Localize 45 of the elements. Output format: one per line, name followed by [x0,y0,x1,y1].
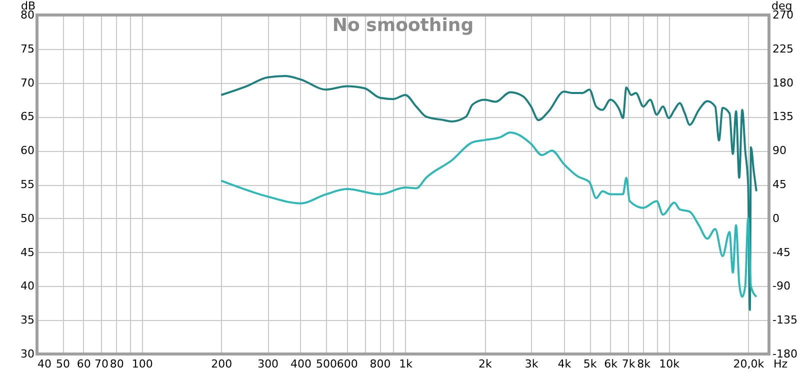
x-tick-label: 300 [258,358,279,370]
y2-tick-label: 180 [772,76,794,90]
x-tick-label: 800 [370,358,391,370]
chart-title: No smoothing [332,15,474,36]
x-tick-label: 40 [38,358,52,370]
y2-tick-label: -135 [772,314,798,327]
y2-tick-label: -45 [772,246,790,259]
x-axis-title: Hz [774,358,788,370]
x-tick-label: 50 [56,358,70,370]
y-tick-label: 80 [20,8,34,22]
y2-tick-label: -90 [772,280,790,293]
x-tick-label: 600 [336,358,358,370]
y-tick-label: 55 [20,178,34,191]
x-tick-label: 200 [211,358,232,370]
x-tick-label: 8k [637,358,652,370]
y2-tick-label: 0 [772,212,780,225]
x-tick-label: 10k [659,358,680,370]
x-tick-label: 80 [110,358,124,370]
x-tick-label: 1k [399,358,414,370]
y-tick-label: 65 [20,110,34,124]
y-tick-label: 75 [20,42,34,56]
x-tick-label: 400 [290,358,312,370]
x-tick-label: 3k [524,358,539,370]
x-tick-label: 100 [132,358,153,370]
x-tick-label: 4k [558,358,572,370]
y-tick-label: 35 [20,314,34,327]
y-tick-label: 70 [20,76,34,90]
y-tick-label: 45 [20,246,34,259]
y2-tick-label: 90 [772,144,786,158]
y-tick-label: 40 [20,280,34,293]
y2-tick-label: 45 [772,178,786,191]
y-tick-label: 30 [20,348,34,360]
y-tick-label: 50 [20,212,34,225]
x-tick-label: 5k [583,358,598,370]
y2-tick-label: 225 [772,42,794,56]
x-tick-label: 7k [622,358,636,370]
x-tick-label: 500 [316,358,338,370]
x-tick-label: 2k [478,358,492,370]
x-tick-label: 70 [94,358,109,370]
y2-tick-label: -180 [772,348,798,360]
y-tick-label: 60 [20,144,34,158]
x-tick-label: 6k [604,358,618,370]
y2-tick-label: 135 [772,110,794,124]
x-tick-label: 60 [76,358,91,370]
x-tick-label: 20,0k [733,358,765,370]
